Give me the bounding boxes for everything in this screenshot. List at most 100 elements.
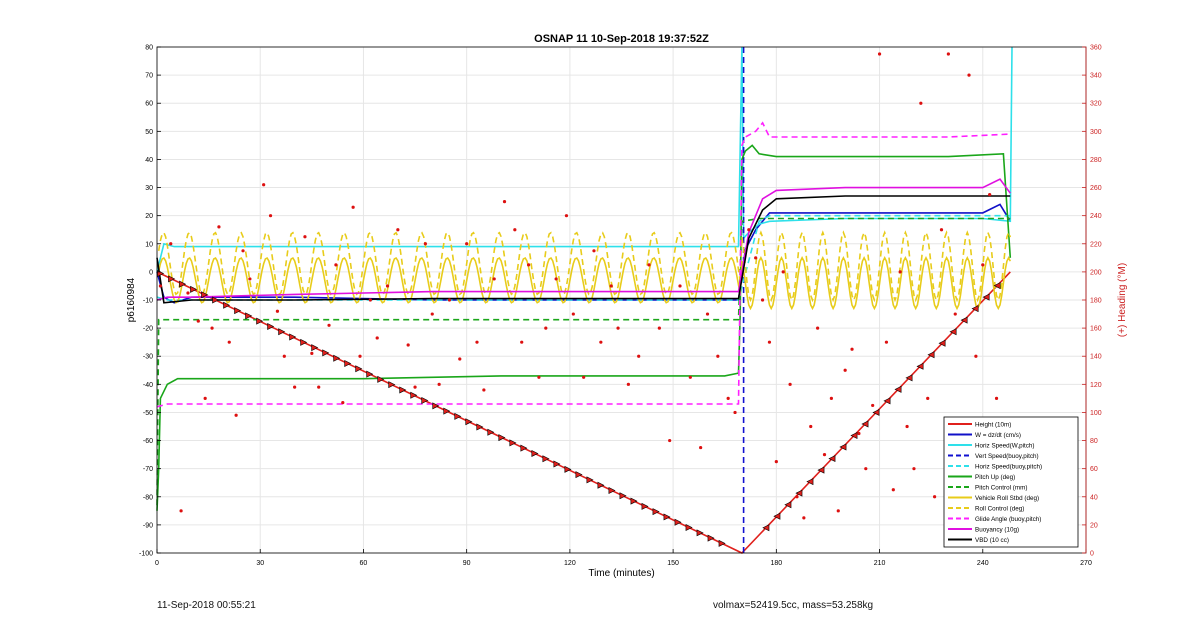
series-line-6: [156, 217, 1011, 506]
heading-point: [169, 242, 173, 246]
heading-point: [303, 235, 307, 239]
height-marker: [355, 365, 363, 373]
heading-point: [282, 354, 286, 358]
heading-point: [919, 101, 923, 105]
y-left-tick-label: -80: [143, 494, 153, 501]
height-marker: [289, 333, 297, 341]
height-marker: [421, 397, 429, 405]
y-right-tick-label: 220: [1090, 241, 1102, 248]
heading-point: [527, 263, 531, 267]
heading-point: [293, 385, 297, 389]
height-marker: [410, 391, 418, 399]
x-tick-label: 60: [360, 560, 368, 567]
height-marker: [498, 434, 506, 442]
series-line-11: [156, 195, 1011, 304]
y-right-tick-label: 300: [1090, 129, 1102, 136]
y-right-tick-label: 360: [1090, 45, 1102, 52]
y-left-tick-label: 20: [145, 213, 153, 220]
y-axis-left-label: p6160984: [126, 277, 137, 322]
heading-point: [891, 488, 895, 492]
height-marker: [179, 280, 187, 288]
height-marker: [850, 432, 858, 439]
heading-point: [933, 495, 937, 499]
heading-point: [609, 284, 613, 288]
heading-point: [802, 516, 806, 520]
x-tick-label: 90: [463, 560, 471, 567]
heading-point: [544, 326, 548, 330]
legend-label: Vehicle Roll Stbd (deg): [975, 495, 1039, 502]
height-marker: [553, 460, 561, 468]
heading-point: [864, 467, 868, 471]
legend-label: Roll Control (deg): [975, 506, 1024, 513]
heading-point: [458, 357, 462, 361]
heading-point: [227, 340, 231, 344]
height-marker: [685, 524, 693, 532]
height-marker: [861, 420, 869, 428]
heading-point: [564, 214, 569, 218]
legend-label: VBD (10 cc): [975, 537, 1009, 544]
y-right-tick-label: 200: [1090, 269, 1102, 276]
series-line-8: [157, 230, 1012, 303]
heading-point: [317, 385, 321, 389]
heading-point: [275, 309, 280, 313]
heading-point: [726, 396, 730, 400]
heading-point: [262, 183, 266, 187]
height-marker: [949, 328, 957, 336]
height-marker: [575, 471, 583, 479]
y-left-tick-label: 60: [145, 101, 153, 108]
y-right-tick-label: 320: [1090, 101, 1102, 108]
height-marker: [696, 529, 704, 537]
heading-point: [554, 277, 558, 281]
y-right-tick-label: 20: [1090, 522, 1098, 529]
legend-box: [943, 416, 1079, 548]
height-marker: [641, 502, 649, 510]
heading-point: [513, 228, 517, 232]
y-left-tick-label: -90: [143, 522, 153, 529]
series-line-9: [156, 121, 1011, 408]
heading-point: [341, 401, 345, 405]
heading-point: [234, 413, 238, 417]
height-marker: [784, 501, 792, 509]
height-marker: [839, 443, 847, 451]
legend-label: Pitch Up (deg): [975, 474, 1015, 481]
heading-point: [465, 242, 469, 246]
heading-point: [375, 336, 379, 340]
heading-point: [850, 347, 854, 351]
heading-point: [946, 52, 950, 56]
heading-point: [781, 270, 785, 274]
height-marker: [927, 351, 935, 359]
heading-point: [788, 382, 792, 386]
heading-point: [482, 388, 486, 392]
heading-point: [268, 214, 273, 218]
axes-layer: 0 30 60 90 120 150 180 210 240 270-100-90-80-70-6…: [139, 45, 1102, 568]
height-marker: [542, 455, 550, 463]
y-right-tick-label: 340: [1090, 73, 1102, 80]
y-left-tick-label: -20: [143, 326, 153, 333]
heading-point: [385, 284, 390, 288]
heading-point: [953, 312, 957, 316]
y-left-tick-label: -10: [143, 298, 153, 305]
height-marker: [707, 534, 715, 542]
height-marker: [520, 444, 528, 452]
x-tick-label: 30: [256, 560, 264, 567]
heading-point: [186, 291, 190, 295]
legend: Height (10m) W = dz/dt (cm/s) Horiz Speed(…: [943, 416, 1079, 548]
footer-mass-info: volmax=52419.5cc, mass=53.258kg: [713, 600, 874, 611]
height-marker: [718, 539, 726, 547]
x-tick-label: 0: [155, 560, 159, 567]
height-marker: [333, 354, 341, 362]
height-marker: [487, 428, 495, 436]
height-marker: [938, 339, 946, 347]
y-right-tick-label: 0: [1090, 551, 1094, 558]
height-marker: [762, 524, 770, 532]
height-marker: [674, 518, 682, 526]
height-marker: [223, 301, 231, 309]
heading-point: [926, 396, 930, 400]
x-tick-label: 120: [564, 560, 576, 567]
height-marker: [883, 397, 891, 405]
height-marker: [454, 412, 462, 420]
heading-point: [912, 467, 916, 471]
y-axis-right-label: (+) Heading (°M): [1117, 263, 1128, 337]
heading-point: [406, 343, 410, 347]
height-marker: [960, 316, 968, 324]
